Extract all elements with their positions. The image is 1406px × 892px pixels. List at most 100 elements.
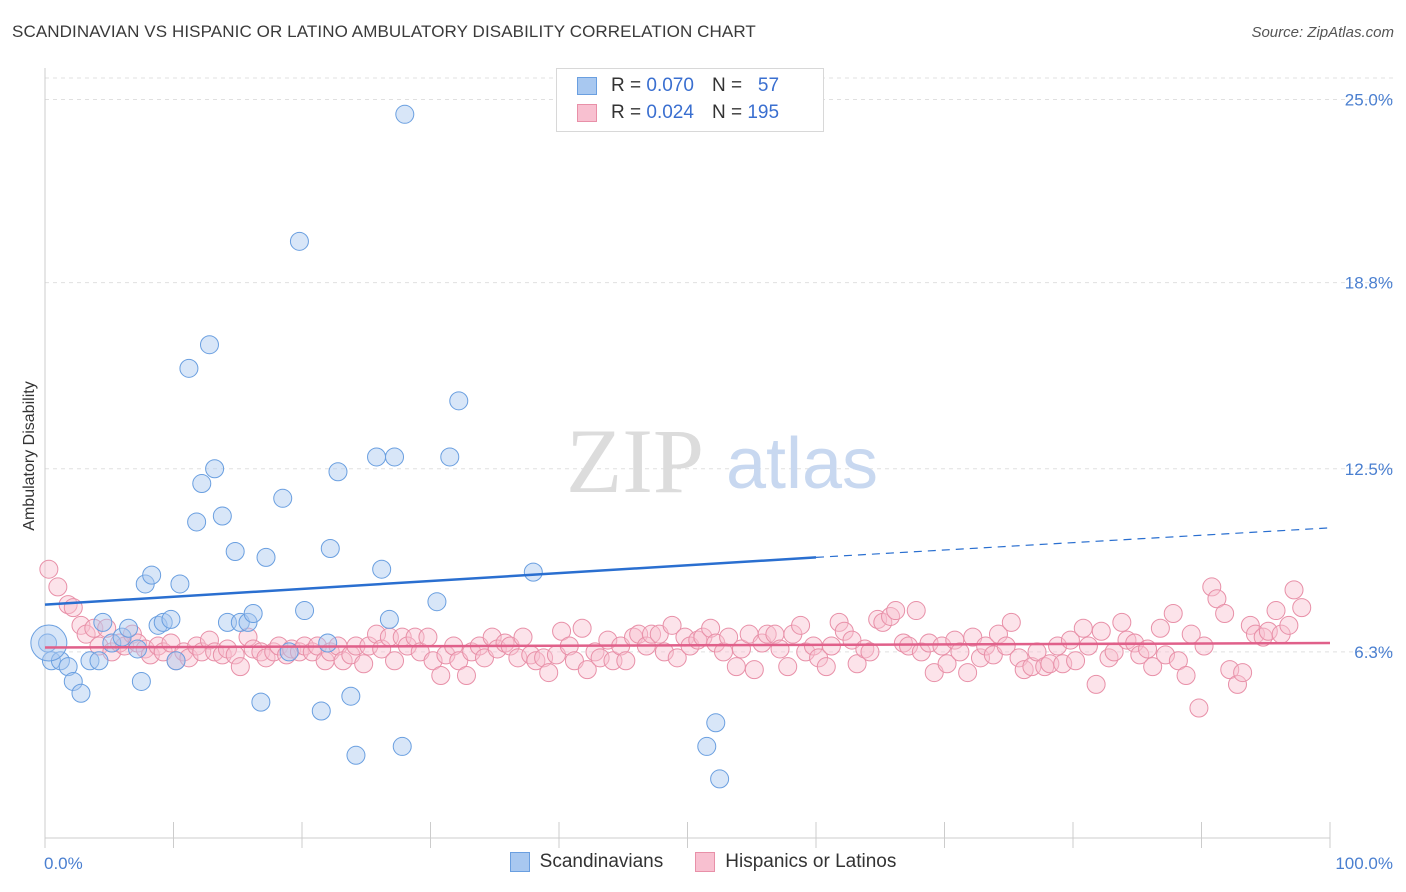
legend-item-hispanics[interactable]: Hispanics or Latinos <box>695 851 896 873</box>
scatter-point-scandinavians <box>225 541 245 561</box>
scatter-point-hispanics <box>71 615 91 635</box>
scatter-point-hispanics <box>932 636 952 656</box>
scatter-point-hispanics <box>418 627 438 647</box>
scatter-point-hispanics <box>860 642 880 662</box>
scatter-point-hispanics <box>372 639 392 659</box>
scatter-point-scandinavians <box>395 104 415 124</box>
scatter-point-hispanics <box>282 639 302 659</box>
scatter-point-hispanics <box>770 639 790 659</box>
legend-row-scandinavians: R = 0.070 N = 57 <box>577 73 779 99</box>
scatter-point-hispanics <box>1284 580 1304 600</box>
legend-r-value: 0.024 <box>646 102 694 123</box>
scatter-point-hispanics <box>97 618 117 638</box>
scatter-point-hispanics <box>1240 615 1260 635</box>
scatter-point-hispanics <box>1168 651 1188 671</box>
scatter-point-hispanics <box>1279 615 1299 635</box>
scatter-point-hispanics <box>667 648 687 668</box>
scatter-point-hispanics <box>539 663 559 683</box>
scatter-point-hispanics <box>39 559 59 579</box>
scatter-point-scandinavians <box>153 612 173 632</box>
scatter-point-hispanics <box>970 648 990 668</box>
scatter-point-hispanics <box>513 627 533 647</box>
scatter-point-hispanics <box>333 651 353 671</box>
scatter-point-hispanics <box>89 636 109 656</box>
scatter-point-hispanics <box>654 642 674 662</box>
legend-n-value: 57 <box>757 75 780 96</box>
scatter-point-hispanics <box>385 651 405 671</box>
scatter-point-scandinavians <box>161 609 181 629</box>
legend-item-scandinavians[interactable]: Scandinavians <box>509 851 663 873</box>
scatter-point-hispanics <box>577 660 597 680</box>
scatter-point-hispanics <box>1078 636 1098 656</box>
scatter-point-hispanics <box>1053 654 1073 674</box>
series-legend: Scandinavians Hispanics or Latinos <box>0 851 1406 873</box>
scatter-point-hispanics <box>217 639 237 659</box>
scatter-point-hispanics <box>701 618 721 638</box>
scatter-point-scandinavians <box>318 633 338 653</box>
scatter-point-scandinavians <box>697 736 717 756</box>
legend-n-label: N = <box>711 75 743 96</box>
scatter-point-hispanics <box>495 633 515 653</box>
scatter-point-scandinavians <box>341 686 361 706</box>
legend-swatch-pink <box>577 104 597 122</box>
scatter-point-hispanics <box>1215 604 1235 624</box>
y-tick-label: 18.8% <box>1345 274 1393 293</box>
x-tick-labels: 0.0% 100.0% <box>44 854 1393 873</box>
scatter-point-hispanics <box>791 615 811 635</box>
scatter-point-scandinavians <box>523 562 543 582</box>
scatter-point-scandinavians <box>385 447 405 467</box>
scatter-point-hispanics <box>1086 674 1106 694</box>
scatter-point-hispanics <box>868 609 888 629</box>
scatter-point-scandinavians <box>170 574 190 594</box>
scatter-point-hispanics <box>662 615 682 635</box>
scatter-point-hispanics <box>230 657 250 677</box>
scatter-point-hispanics <box>642 624 662 644</box>
scatter-point-scandinavians <box>148 615 168 635</box>
scatter-point-scandinavians <box>243 604 263 624</box>
scatter-point-hispanics <box>873 612 893 632</box>
legend-r-label: R = <box>611 102 642 123</box>
scatter-point-hispanics <box>1001 612 1021 632</box>
scatter-point-hispanics <box>919 633 939 653</box>
scatter-point-scandinavians <box>128 639 148 659</box>
scatter-point-hispanics <box>1176 666 1196 686</box>
scatter-point-hispanics <box>1233 663 1253 683</box>
scatter-point-scandinavians <box>187 512 207 532</box>
scatter-point-scandinavians <box>311 701 331 721</box>
scatter-point-scandinavians <box>192 474 212 494</box>
scatter-point-scandinavians <box>289 231 309 251</box>
scatter-point-hispanics <box>1202 577 1222 597</box>
scatter-point-hispanics <box>48 577 68 597</box>
scatter-point-scandinavians <box>142 565 162 585</box>
scatter-point-scandinavians <box>367 447 387 467</box>
legend-swatch-pink <box>695 852 716 872</box>
scatter-point-hispanics <box>1227 674 1247 694</box>
scatter-point-scandinavians <box>427 592 447 612</box>
legend-r-value: 0.070 <box>646 75 694 96</box>
scatter-point-scandinavians <box>328 462 348 482</box>
scatter-point-hispanics <box>1258 621 1278 641</box>
chart-title: SCANDINAVIAN VS HISPANIC OR LATINO AMBUL… <box>12 22 756 41</box>
scatter-point-scandinavians <box>449 391 469 411</box>
scatter-point-hispanics <box>256 648 276 668</box>
scatter-point-scandinavians <box>238 612 258 632</box>
scatter-point-scandinavians <box>58 657 78 677</box>
legend-label: Hispanics or Latinos <box>725 851 897 872</box>
scatter-point-hispanics <box>572 618 592 638</box>
scatter-point-hispanics <box>899 636 919 656</box>
y-axis-label: Ambulatory Disability <box>21 381 38 530</box>
trend-line-hispanics <box>44 641 1331 649</box>
scatter-point-hispanics <box>367 624 387 644</box>
scatter-point-scandinavians <box>30 624 68 662</box>
legend-r-label: R = <box>611 75 642 96</box>
scatter-point-scandinavians <box>346 745 366 765</box>
source-label: Source: ZipAtlas.com <box>1251 24 1394 41</box>
scatter-point-scandinavians <box>320 539 340 559</box>
scatter-point-scandinavians <box>89 651 109 671</box>
scatter-point-hispanics <box>1189 698 1209 718</box>
scatter-point-scandinavians <box>119 618 139 638</box>
series-scandinavians-points <box>30 104 730 789</box>
scatter-point-scandinavians <box>251 692 271 712</box>
scatter-point-scandinavians <box>131 671 151 691</box>
